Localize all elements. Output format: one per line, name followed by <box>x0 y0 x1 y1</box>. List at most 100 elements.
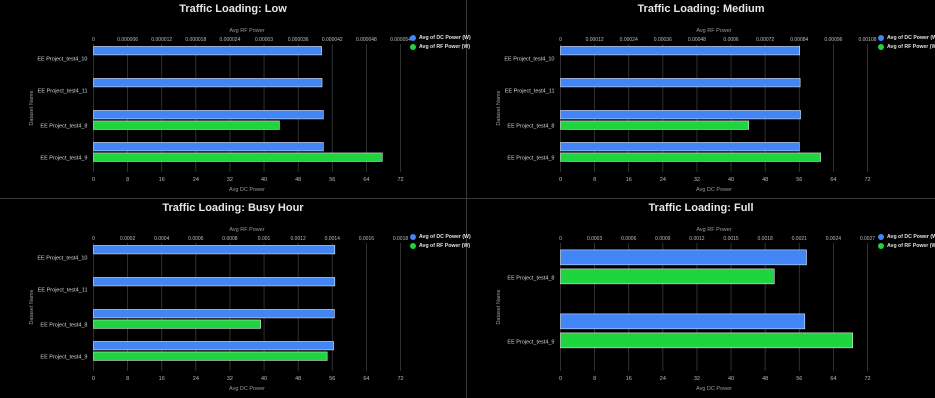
legend-item-dc[interactable]: Avg of DC Power (W) <box>410 33 471 42</box>
category-label: EE Project_test4_11 <box>38 88 88 94</box>
x-tick-label: 64 <box>830 376 836 382</box>
x2-tick-label: 0.00003 <box>255 37 273 43</box>
x2-axis-title: Avg RF Power <box>696 28 732 34</box>
x2-tick-label: 0.00048 <box>688 37 706 43</box>
x2-tick-label: 0.0003 <box>587 236 603 242</box>
x2-tick-label: 0.0004 <box>154 236 170 242</box>
x2-tick-label: 0.000054 <box>390 37 411 43</box>
category-label: EE Project_test4_9 <box>40 156 87 162</box>
x-tick-label: 40 <box>728 177 734 183</box>
legend-rf-swatch <box>878 43 884 50</box>
legend-dc-label: Avg of DC Power (W) <box>887 34 935 41</box>
x2-tick-label: 0.00096 <box>824 37 842 43</box>
category-label: EE Project_test4_8 <box>507 124 554 130</box>
x-axis-title: Avg DC Power <box>696 386 732 392</box>
legend-rf-swatch <box>410 242 416 249</box>
bar-dc-power <box>93 110 324 120</box>
x2-axis-title: Avg RF Power <box>229 227 265 233</box>
x-tick-label: 0 <box>92 177 95 183</box>
bar-dc-power <box>560 249 807 266</box>
legend[interactable]: Avg of DC Power (W) Avg of RF Power (W) <box>410 232 471 250</box>
x-axis-title: Avg DC Power <box>229 386 265 392</box>
x-tick-label: 24 <box>193 376 199 382</box>
x-axis-title: Avg DC Power <box>696 187 732 193</box>
bar-rf-power <box>560 268 775 285</box>
legend-item-rf[interactable]: Avg of RF Power (W) <box>410 42 471 51</box>
x2-tick-label: 0.0016 <box>359 236 375 242</box>
legend-item-dc[interactable]: Avg of DC Power (W) <box>410 232 471 241</box>
x2-tick-label: 0.000012 <box>151 37 172 43</box>
legend[interactable]: Avg of DC Power (W) Avg of RF Power (W) <box>878 33 935 51</box>
x2-tick-label: 0.0014 <box>325 236 341 242</box>
x-tick-label: 0 <box>92 376 95 382</box>
x2-tick-label: 0.000018 <box>185 37 206 43</box>
x-tick-label: 24 <box>660 376 666 382</box>
legend-dc-label: Avg of DC Power (W) <box>419 233 471 240</box>
category-label: EE Project_test4_10 <box>37 255 87 261</box>
bar-dc-power <box>560 110 801 120</box>
x-tick-label: 8 <box>126 177 129 183</box>
x2-tick-label: 0.0024 <box>826 236 842 242</box>
legend[interactable]: Avg of DC Power (W) Avg of RF Power (W) <box>878 232 935 250</box>
x-tick-label: 0 <box>559 376 562 382</box>
y-axis-title: Dataset Name <box>496 90 502 125</box>
chart-title: Traffic Loading: Medium <box>637 3 765 15</box>
x2-tick-label: 0.0008 <box>222 236 238 242</box>
x-tick-label: 32 <box>227 376 233 382</box>
legend-rf-label: Avg of RF Power (W) <box>887 242 935 249</box>
x-tick-label: 56 <box>796 376 802 382</box>
x2-tick-label: 0.001 <box>258 236 271 242</box>
chart-title: Traffic Loading: Low <box>179 3 287 15</box>
x2-tick-label: 0 <box>559 37 562 43</box>
x2-tick-label: 0.0012 <box>291 236 307 242</box>
legend-item-rf[interactable]: Avg of RF Power (W) <box>410 241 471 250</box>
chart-svg-full: 0 8 16 24 32 40 48 56 64 72 0 0.0003 0.0006 0.0009 0.0… <box>496 227 876 392</box>
legend-item-dc[interactable]: Avg of DC Power (W) <box>878 232 935 241</box>
x2-tick-label: 0.00072 <box>756 37 774 43</box>
bar-rf-power <box>560 152 821 162</box>
x-tick-label: 40 <box>261 177 267 183</box>
legend-item-dc[interactable]: Avg of DC Power (W) <box>878 33 935 42</box>
x2-tick-label: 0.0027 <box>860 236 876 242</box>
x-tick-label: 16 <box>626 177 632 183</box>
legend[interactable]: Avg of DC Power (W) Avg of RF Power (W) <box>410 33 471 51</box>
x2-tick-label: 0.0021 <box>792 236 808 242</box>
bar-rf-power <box>560 120 749 130</box>
y-axis-title: Dataset Name <box>496 289 502 324</box>
x2-tick-label: 0.0018 <box>393 236 409 242</box>
chart-panel-full: 0 8 16 24 32 40 48 56 64 72 0 0.0003 0.0006 0.0009 0.0… <box>467 199 935 398</box>
legend-item-rf[interactable]: Avg of RF Power (W) <box>878 42 935 51</box>
legend-dc-swatch <box>410 233 416 240</box>
x2-tick-label: 0.0006 <box>723 37 739 43</box>
category-label: EE Project_test4_9 <box>507 339 554 345</box>
bar-dc-power <box>93 245 336 255</box>
x-tick-label: 8 <box>593 177 596 183</box>
x-tick-label: 56 <box>796 177 802 183</box>
x2-tick-label: 0.000036 <box>288 37 309 43</box>
bar-dc-power <box>93 277 336 287</box>
x-tick-label: 0 <box>559 177 562 183</box>
legend-dc-label: Avg of DC Power (W) <box>419 34 471 41</box>
x-tick-label: 40 <box>261 376 267 382</box>
bar-dc-power <box>560 142 800 152</box>
legend-item-rf[interactable]: Avg of RF Power (W) <box>878 241 935 250</box>
category-label: EE Project_test4_10 <box>504 56 554 62</box>
bar-dc-power <box>560 313 806 330</box>
x2-tick-label: 0.000006 <box>117 37 138 43</box>
x-tick-label: 48 <box>295 376 301 382</box>
chart-svg-low: 0 8 16 24 32 40 48 56 64 72 0 0.000006 0.000012 0.000… <box>29 28 411 193</box>
chart-svg-medium: 0 8 16 24 32 40 48 56 64 72 0 0.00012 0.00024 0.00036… <box>496 28 877 193</box>
legend-rf-swatch <box>878 242 884 249</box>
category-label: EE Project_test4_8 <box>40 323 87 329</box>
chart-panel-low: 0 8 16 24 32 40 48 56 64 72 0 0.000006 0.000012 0.000… <box>0 0 471 199</box>
category-label: EE Project_test4_9 <box>40 355 87 361</box>
x2-tick-label: 0.000048 <box>356 37 377 43</box>
category-label: EE Project_test4_11 <box>38 287 88 293</box>
legend-rf-label: Avg of RF Power (W) <box>419 43 471 50</box>
chart-title: Traffic Loading: Full <box>648 202 754 214</box>
x-tick-label: 16 <box>626 376 632 382</box>
chart-svg-busy-hour: 0 8 16 24 32 40 48 56 64 72 0 0.0002 0.0004 0.0006 0.0… <box>29 227 409 392</box>
bar-dc-power <box>93 341 334 351</box>
x2-tick-label: 0 <box>559 236 562 242</box>
x-tick-label: 56 <box>329 376 335 382</box>
